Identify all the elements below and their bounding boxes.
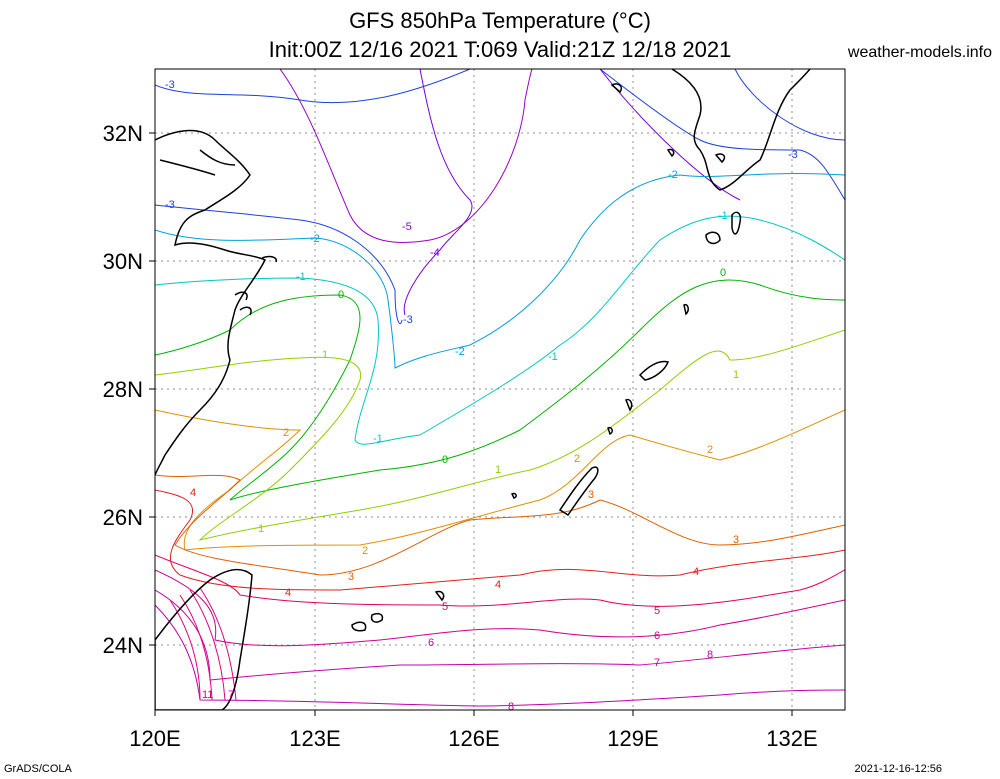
contour-minus4 (403, 69, 741, 316)
contour-label: -5 (402, 221, 412, 233)
coastlines (155, 69, 811, 710)
lon-tick-label: 123E (289, 726, 340, 751)
contour-minus3 (155, 69, 845, 325)
contour-label: -2 (455, 346, 465, 358)
contour-three (155, 474, 845, 576)
contour-two (155, 409, 845, 551)
contour-label: 6 (428, 637, 434, 649)
lat-tick-labels: 32N 30N 28N 26N 24N (103, 121, 143, 658)
contour-label: -1 (373, 433, 383, 445)
contour-label: 5 (654, 605, 660, 617)
tick-marks (149, 132, 793, 716)
contour-minus5 (279, 69, 533, 243)
taiwan-island (155, 568, 253, 710)
contour-six (155, 569, 845, 647)
lat-tick-label: 26N (103, 505, 143, 530)
yakushima-island (705, 211, 742, 245)
lat-tick-label: 30N (103, 249, 143, 274)
contour-minus2 (155, 173, 845, 369)
contour-label: 2 (574, 453, 580, 465)
lon-tick-label: 132E (766, 726, 817, 751)
lon-tick-label: 126E (448, 726, 499, 751)
contour-label: -3 (165, 79, 175, 91)
kyushu-island (671, 69, 811, 191)
contour-label: -4 (430, 247, 440, 259)
contour-label: 5 (442, 601, 448, 613)
contour-label: 3 (588, 489, 594, 501)
zhoushan-islands (234, 255, 278, 316)
contour-four (155, 489, 845, 591)
okinawa-island (558, 466, 599, 517)
amami-island (638, 360, 669, 381)
contour-zero (155, 279, 845, 501)
contour-label: 8 (707, 649, 713, 661)
contour-label: -1 (296, 271, 306, 283)
footer-timestamp: 2021-12-16-12:56 (854, 763, 942, 775)
contour-taiwan-tight (169, 587, 237, 701)
lat-tick-label: 28N (103, 377, 143, 402)
contour-label: -3 (165, 199, 175, 211)
contour-label: 7 (654, 657, 660, 669)
lat-tick-label: 32N (103, 121, 143, 146)
contour-label: 4 (285, 587, 291, 599)
contour-label: 2 (362, 545, 368, 557)
contour-label: 4 (495, 579, 501, 591)
contour-label: 3 (733, 534, 739, 546)
contour-label: 3 (348, 571, 354, 583)
yangtze-mouth (159, 149, 236, 176)
contour-label: -3 (788, 149, 798, 161)
contour-seven (155, 589, 845, 681)
contour-label: 6 (654, 630, 660, 642)
contour-label: 1 (258, 523, 264, 535)
contour-label: 0 (720, 267, 726, 279)
contour-one (155, 329, 845, 541)
contour-label: -1 (548, 351, 558, 363)
contour-label: 1 (495, 464, 501, 476)
map-subtitle: Init:00Z 12/16 2021 T:069 Valid:21Z 12/1… (268, 37, 732, 62)
footer-software: GrADS/COLA (4, 763, 72, 775)
contour-label: -2 (668, 169, 678, 181)
contour-label: 2 (283, 427, 289, 439)
lon-tick-label: 129E (607, 726, 658, 751)
contour-label: 1 (322, 349, 328, 361)
lon-tick-labels: 120E 123E 126E 129E 132E (129, 726, 817, 751)
lon-tick-label: 120E (129, 726, 180, 751)
contour-eight (155, 604, 845, 707)
contour-label: 7 (228, 689, 234, 701)
contour-labels: -5 -4 -3 -3 -3 -3 -2 -2 -2 -1 -1 -1 -1 0… (165, 79, 798, 713)
contour-label: -3 (403, 314, 413, 326)
contour-label: 0 (442, 454, 448, 466)
contour-label: 11 (202, 689, 213, 701)
map-title: GFS 850hPa Temperature (°C) (349, 8, 651, 33)
china-coast (155, 129, 267, 476)
miyako-islands (351, 590, 445, 632)
contour-label: 8 (508, 701, 514, 713)
site-watermark: weather-models.info (847, 44, 992, 61)
lat-tick-label: 24N (103, 633, 143, 658)
contour-label: 0 (338, 289, 344, 301)
graticule (155, 69, 845, 710)
contour-minus1 (155, 215, 845, 445)
contour-five (155, 554, 845, 607)
small-islands (510, 83, 726, 499)
contour-label: 1 (733, 369, 739, 381)
contour-label: -1 (718, 210, 728, 222)
contour-label: -2 (310, 233, 320, 245)
contour-label: 4 (693, 566, 699, 578)
contour-label: 2 (707, 444, 713, 456)
contour-label: 4 (190, 487, 196, 499)
